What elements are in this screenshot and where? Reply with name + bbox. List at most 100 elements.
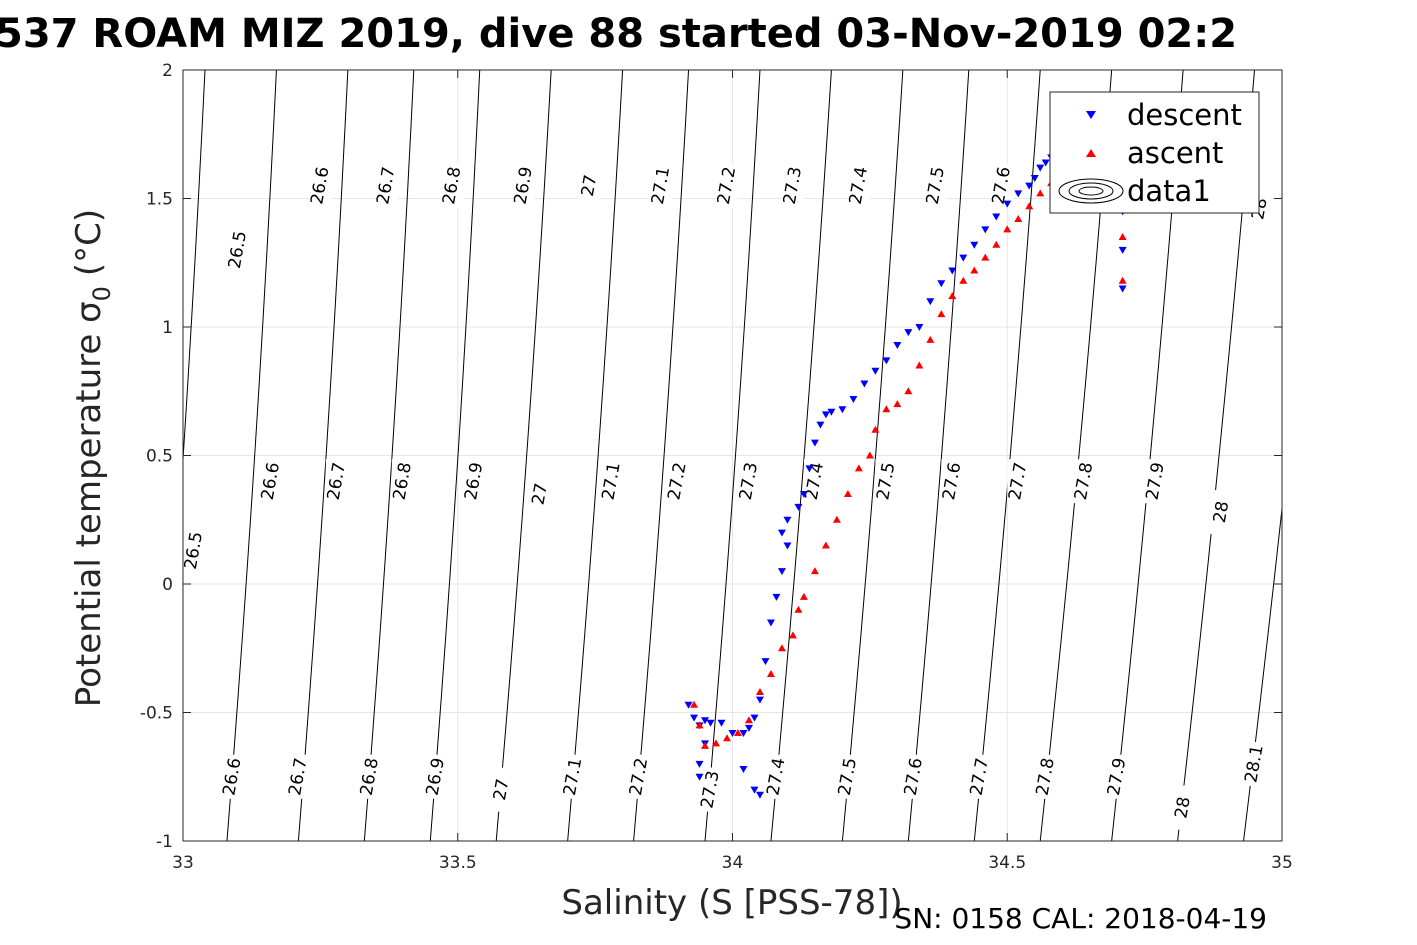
descent-point [1025,182,1034,190]
descent-point [1036,164,1045,172]
x-axis-ticks: 33 33.5 34 34.5 35 [172,70,1293,873]
descent-point [799,491,808,499]
ascent-point [695,721,704,729]
ascent-point [690,700,699,708]
ascent-point [904,387,913,395]
ascent-point [970,266,979,274]
ascent-point [701,741,710,749]
descent-point [871,367,880,375]
contour-label-bg [699,767,722,812]
descent-point [755,696,764,704]
descent-point [959,254,968,262]
contour-label-bg [1106,754,1129,799]
contour-label-bg [182,528,205,573]
contour-line-28.1 [1243,504,1282,841]
x-tick-label: 33 [172,853,194,873]
descent-point [926,298,935,306]
contour-line-27 [495,70,552,841]
legend-ascent-marker [1086,149,1096,157]
contour-line-27.2 [633,70,690,841]
contour-label-bg [391,459,414,504]
descent-point [827,408,836,416]
ascent-point [882,405,891,413]
contour-label-bg [221,754,244,799]
contour-label-bg [968,754,991,799]
ascent-point [712,739,721,747]
y-axis-label-unit: (°C) [69,209,109,276]
contour-label-bg [441,163,464,208]
contour-label-bg [463,459,486,504]
descent-point [992,213,1001,221]
ascent-point [1025,202,1034,210]
contour-line-27.4 [770,70,832,841]
descent-point [1030,174,1039,182]
contour-labels: 26.526.6 26.7 26.8 26.9 27 27.1 27.2 27.3 27.4 27… [181,163,1272,830]
descent-point [849,395,858,403]
ascent-point [788,631,797,639]
y-tick-label: -1 [156,832,173,852]
contour-label-bg [666,459,689,504]
descent-point [1041,159,1050,167]
legend-box [1049,91,1260,214]
ascent-point [821,541,830,549]
contour-label-bg [600,459,623,504]
contour-line-26.8 [363,70,415,841]
legend: descent ascent data1 [1049,91,1260,214]
ascent-point [799,592,808,600]
descent-point [739,766,748,774]
descent-point [750,714,759,722]
contour-line-27.5 [841,70,904,841]
x-axis-label: Salinity (S [PSS-78]) [561,883,902,923]
descent-point [744,724,753,732]
contour-label-bg [309,163,332,208]
descent-point [810,439,819,447]
y-axis-ticks: -1 -0.5 0 0.5 1 1.5 2 [140,61,1282,852]
contour-label-bg [1144,459,1167,504]
contour-label-bg [1210,490,1233,535]
y-tick-label: 0 [162,575,173,595]
legend-descent-marker [1086,111,1096,119]
descent-point [937,280,946,288]
contour-label-bg [737,459,760,504]
ascent-point [744,716,753,724]
descent-point [1118,246,1127,254]
contour-label-bg [836,754,859,799]
descent-point [893,341,902,349]
contour-label-bg [424,754,447,799]
contour-label: 27 [490,777,513,802]
contour-label-bg [765,754,788,799]
ascent-point [1014,215,1023,223]
footer-serial-calibration: SN: 0158 CAL: 2018-04-19 [894,902,1267,935]
contour-label-bg [847,163,870,208]
contour-line-27.6 [907,70,970,841]
contour-label-bg [628,754,651,799]
descent-point [1014,190,1023,198]
legend-data1-label: data1 [1127,174,1211,208]
descent-point [1003,200,1012,208]
contour-label-bg [259,459,282,504]
descent-point [701,717,710,725]
descent-point [1118,285,1127,293]
descent-point [821,411,830,419]
descent-point [777,568,786,576]
contour-label-bg [716,163,739,208]
contour-label-bg [1243,741,1266,786]
contour-label: 28 [1210,500,1233,525]
contour-line-26.6 [226,70,277,841]
contour-line-27.7 [973,70,1041,841]
descent-point [777,529,786,537]
ascent-point [1118,233,1127,241]
contour-label-bg [924,163,947,208]
contour-label: 27 [578,173,601,198]
contour-label-bg [941,459,964,504]
contour-label-bg [650,163,673,208]
descent-point [728,730,737,738]
contour-line-26.7 [297,70,349,841]
descent-point [904,329,913,337]
ascent-point [865,451,874,459]
y-tick-label: 1.5 [146,190,173,210]
ascent-point [843,490,852,498]
contour-label-bg [375,163,398,208]
ascent-point [959,276,968,284]
contour-label-bg [562,754,585,799]
